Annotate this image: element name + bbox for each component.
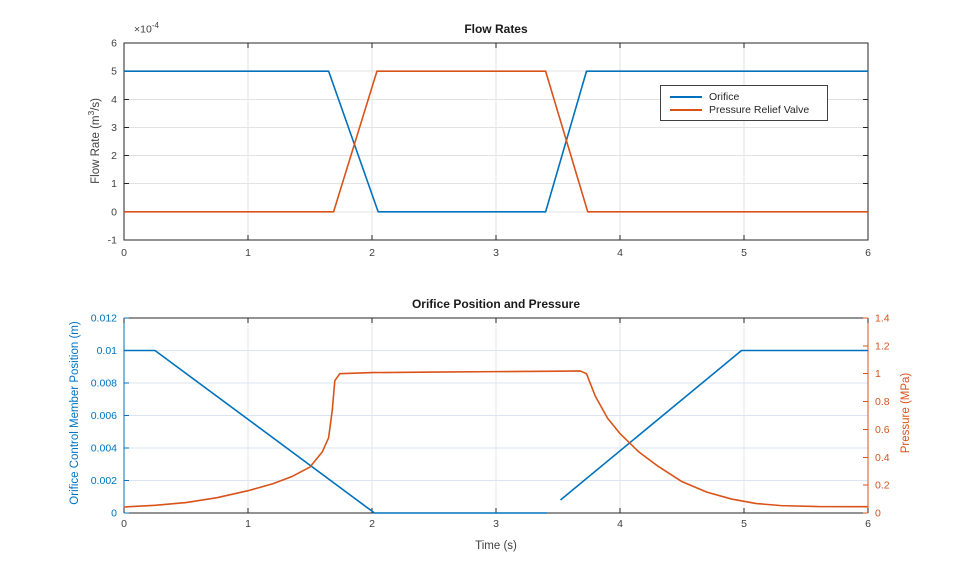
y-tick-label: -1	[108, 235, 117, 247]
left-y-tick-label: 0	[111, 508, 117, 520]
x-tick-label: 5	[741, 247, 747, 259]
orifice-control-member-position-line	[124, 349, 547, 514]
x-tick-label: 4	[617, 518, 623, 530]
x-tick-label: 5	[741, 518, 747, 530]
x-tick-label: 1	[245, 247, 251, 259]
x-tick-label: 2	[369, 247, 375, 259]
right-y-tick-label: 0.8	[875, 396, 890, 408]
pressure-line	[123, 370, 869, 508]
right-y-tick-label: 1.4	[875, 313, 890, 325]
x-tick-label: 6	[865, 518, 871, 530]
pressure-relief-valve-legend-label: Pressure Relief Valve	[709, 103, 810, 116]
y-tick-label: 6	[111, 38, 117, 50]
right-y-tick-label: 1	[875, 368, 881, 380]
orifice-legend-label: Orifice	[709, 90, 740, 103]
right-y-tick-label: 0	[875, 508, 881, 520]
left-y-tick-label: 0.006	[91, 410, 117, 422]
right-y-tick-label: 0.2	[875, 480, 890, 492]
orifice-control-member-position-line	[559, 349, 868, 501]
left-y-tick-label: 0.01	[97, 345, 118, 357]
exponent-power: -4	[151, 21, 159, 30]
x-tick-label: 0	[121, 247, 127, 259]
right-y-tick-label: 0.6	[875, 424, 890, 436]
y-tick-label: 0	[111, 206, 117, 218]
x-tick-label: 3	[493, 247, 499, 259]
right-y-tick-label: 1.2	[875, 340, 890, 352]
orifice-position-pressure-title: Orifice Position and Pressure	[411, 297, 581, 311]
x-tick-label: 1	[245, 518, 251, 530]
x-tick-label: 6	[865, 247, 871, 259]
legend-entry-pressure-relief-valve: Pressure Relief Valve	[670, 103, 823, 116]
left-y-tick-label: 0.008	[91, 378, 117, 390]
legend-box: Orifice Pressure Relief Valve	[660, 85, 828, 121]
x-tick-label: 0	[121, 518, 127, 530]
y-tick-label: 2	[111, 150, 117, 162]
position-axis-label: Orifice Control Member Position (m)	[69, 321, 81, 505]
y-tick-label: 4	[111, 94, 117, 106]
flow-rates-title: Flow Rates	[464, 22, 528, 36]
y-tick-label: 1	[111, 178, 117, 190]
pressure-relief-valve-legend-line	[670, 108, 702, 111]
x-tick-label: 2	[369, 518, 375, 530]
left-y-tick-label: 0.004	[91, 443, 117, 455]
y-axis-exponent-label: ×10-4	[134, 21, 159, 36]
x-tick-label: 4	[617, 247, 623, 259]
right-y-tick-label: 0.4	[875, 452, 890, 464]
pressure-axis-label: Pressure (MPa)	[900, 372, 912, 454]
legend-entry-orifice: Orifice	[670, 90, 823, 103]
flow-rate-axis-label: Flow Rate (m3/s)	[86, 97, 102, 184]
x-tick-label: 3	[493, 518, 499, 530]
y-tick-label: 3	[111, 122, 117, 134]
orifice-line	[124, 70, 868, 213]
time-axis-label: Time (s)	[475, 540, 517, 552]
left-y-tick-label: 0.002	[91, 475, 117, 487]
pressure-relief-valve-line	[124, 70, 868, 213]
y-tick-label: 5	[111, 66, 117, 78]
orifice-legend-line	[670, 95, 702, 98]
left-y-tick-label: 0.012	[91, 313, 117, 325]
exponent-base: ×10	[134, 23, 152, 36]
